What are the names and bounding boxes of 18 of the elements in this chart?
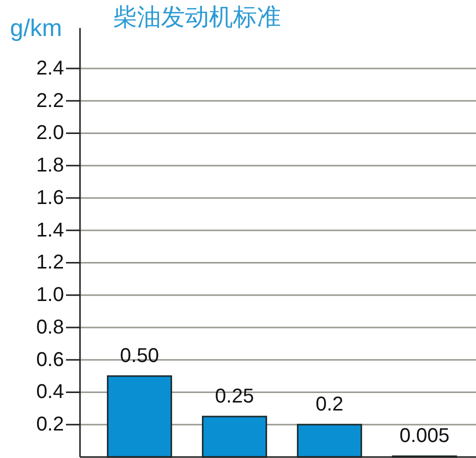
y-tick-label: 0.6 [36,348,64,371]
y-tick-label: 2.0 [36,122,64,144]
chart-title: 柴油发动机标准 [113,4,281,31]
y-tick-label: 0.4 [36,381,64,404]
y-tick-label: 2.2 [36,90,64,112]
data-label: 0.50 [120,345,159,368]
y-tick-label: 0.2 [36,414,64,436]
y-tick-label: 1.8 [36,154,64,177]
data-label: 0.005 [399,425,450,448]
y-tick-label: 1.2 [36,252,64,274]
data-label: 0.25 [215,386,254,408]
y-axis-title: g/km [10,15,62,42]
data-label: 0.2 [316,394,344,416]
y-tick-label: 1.4 [36,219,64,242]
y-tick-label: 1.0 [36,284,64,306]
y-tick-label: 1.6 [36,186,64,209]
y-tick-label: 2.4 [36,57,64,80]
y-tick-label: 0.8 [36,316,64,338]
